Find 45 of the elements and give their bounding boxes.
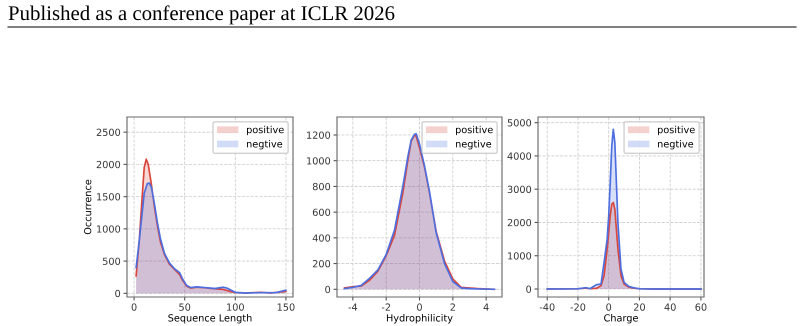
y-tick-label: 4000 [507, 152, 532, 160]
x-tick-label: -4 [348, 304, 358, 311]
y-tick-label: 3000 [508, 186, 532, 194]
x-tick-label: 0 [132, 303, 137, 311]
y-tick-label: 0 [115, 290, 120, 298]
x-tick-label: 100 [227, 303, 244, 311]
x-tick-label: 60 [695, 303, 706, 311]
y-tick-label: 0 [325, 286, 330, 294]
y-tick-label: 400 [312, 234, 330, 242]
x-tick-label: 4 [484, 304, 489, 311]
y-tick-label: 2000 [508, 218, 532, 226]
x-tick-label: -40 [540, 303, 555, 311]
x-tick-label: 150 [278, 303, 295, 311]
y-tick-label: 1000 [307, 157, 330, 165]
x-tick-label: 40 [664, 303, 676, 311]
legend-label: negtive [658, 140, 694, 150]
x-tick-label: 20 [634, 303, 645, 311]
x-axis-title: Hydrophilicity [386, 314, 453, 324]
y-tick-label: 200 [312, 260, 330, 268]
x-tick-label: 50 [179, 303, 190, 311]
y-tick-label: 800 [312, 182, 330, 190]
legend-label: negtive [456, 140, 492, 150]
y-tick-label: 1000 [97, 225, 120, 233]
y-tick-label: 0 [526, 285, 532, 293]
legend-label: positive [246, 126, 284, 136]
text: Published as a conference paper at ICLR 2026 [8, 5, 394, 24]
y-tick-label: 5000 [508, 119, 532, 126]
y-tick-label: 2500 [96, 128, 120, 136]
y-axis-title: Occurrence [84, 180, 92, 234]
legend-label: positive [456, 126, 493, 136]
y-tick-label: 1000 [508, 252, 532, 260]
x-tick-label: 0 [606, 303, 612, 311]
legend-label: positive [658, 126, 695, 136]
x-tick-label: -20 [570, 303, 586, 311]
x-tick-label: 2 [450, 303, 455, 311]
y-tick-label: 1200 [307, 131, 330, 139]
x-tick-label: -2 [382, 303, 390, 311]
y-tick-label: 500 [102, 258, 120, 265]
x-axis-title: Sequence Length [168, 314, 252, 324]
x-tick-label: 0 [417, 303, 422, 311]
y-tick-label: 1500 [97, 193, 120, 200]
legend-label: negtive [246, 140, 282, 150]
y-tick-label: 2000 [96, 160, 120, 168]
x-axis-title: Charge [604, 314, 638, 324]
y-tick-label: 600 [312, 208, 330, 216]
